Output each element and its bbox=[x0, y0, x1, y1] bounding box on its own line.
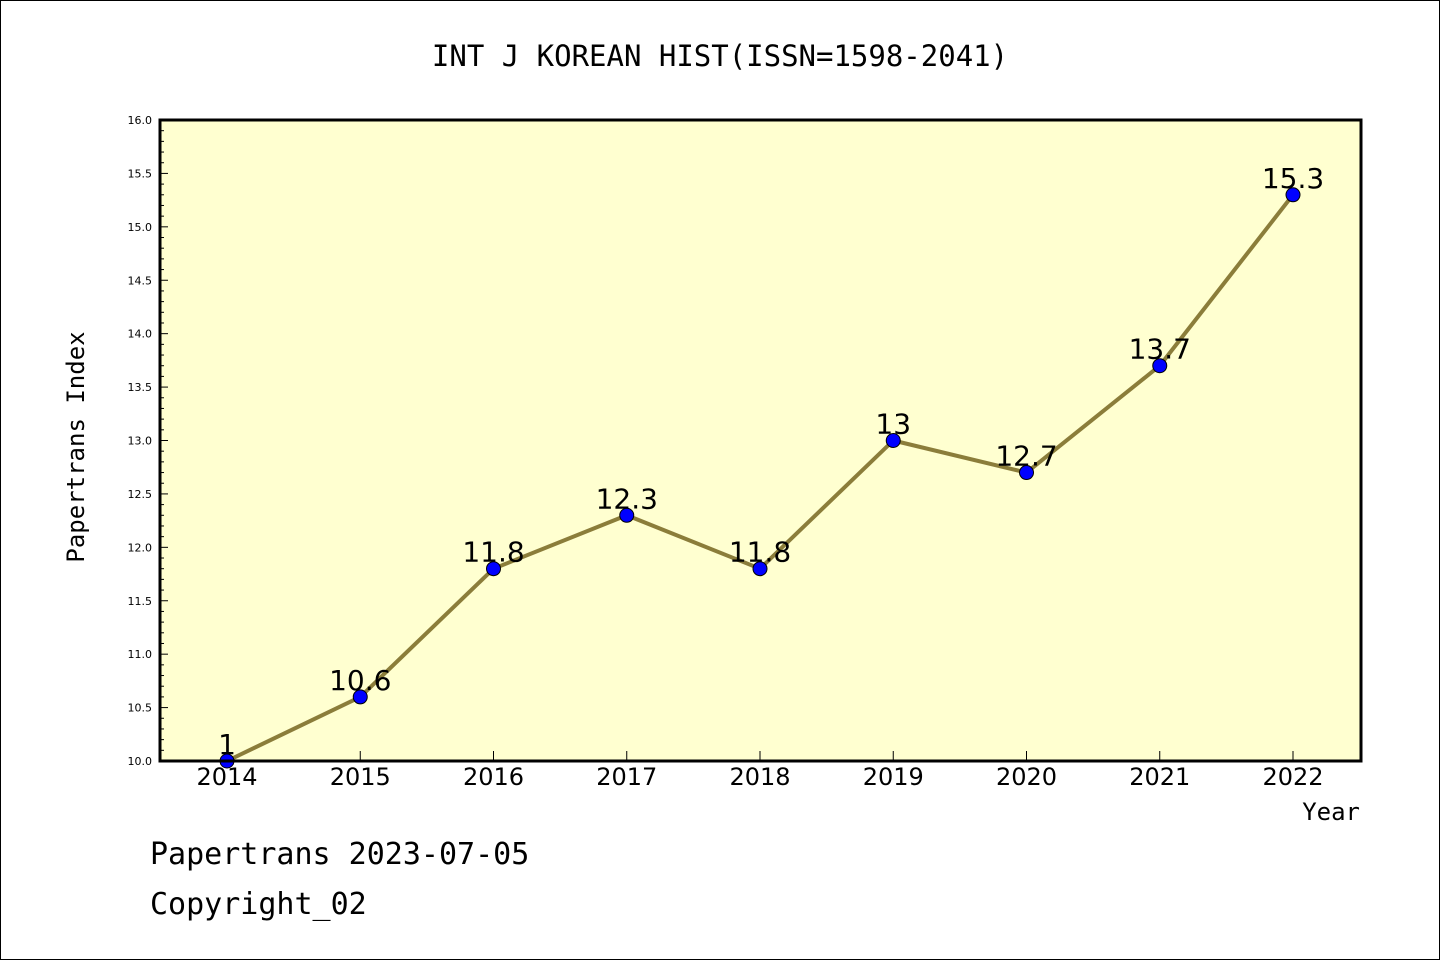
x-tick-label: 2018 bbox=[729, 763, 790, 791]
y-tick-label: 15.0 bbox=[128, 221, 153, 234]
y-tick-label: 15.5 bbox=[128, 167, 153, 180]
footer-copyright: Copyright_02 bbox=[150, 887, 367, 922]
data-label: 11.8 bbox=[462, 536, 524, 569]
y-tick-label: 14.5 bbox=[128, 274, 153, 287]
y-tick-label: 10.5 bbox=[128, 702, 153, 715]
data-point bbox=[1285, 187, 1301, 203]
y-tick-label: 10.0 bbox=[128, 755, 153, 768]
data-point bbox=[752, 561, 768, 577]
plot-area bbox=[160, 120, 1361, 761]
y-tick-label: 12.0 bbox=[128, 541, 153, 554]
series-markers bbox=[219, 187, 1301, 769]
data-point bbox=[885, 433, 901, 448]
data-label: 13.7 bbox=[1129, 333, 1191, 366]
data-point bbox=[619, 507, 635, 523]
data-label: 10.6 bbox=[329, 664, 391, 697]
x-tick-label: 2016 bbox=[463, 763, 524, 791]
x-tick-label: 2022 bbox=[1262, 763, 1323, 791]
y-axis-ticks: 10.0 10.5 11.0 11.5 12.0 12.5 13.0 13.5 14.0 14.5… bbox=[128, 114, 153, 768]
x-tick-label: 2015 bbox=[330, 763, 391, 791]
y-tick-label: 11.5 bbox=[128, 595, 153, 608]
x-axis-ticks: 2014 2015 2016 2017 2018 2019 2020 2021 2022 bbox=[196, 751, 1324, 791]
y-tick-label: 11.0 bbox=[128, 648, 153, 661]
y-axis-label: Papertrans Index bbox=[62, 331, 90, 562]
data-point bbox=[1019, 465, 1034, 481]
data-label: 15.3 bbox=[1262, 162, 1324, 195]
data-label: 13 bbox=[875, 408, 911, 441]
data-point bbox=[1152, 358, 1168, 374]
y-tick-label: 16.0 bbox=[128, 114, 153, 127]
y-tick-label: 13.5 bbox=[128, 381, 153, 394]
x-tick-label: 2017 bbox=[596, 763, 657, 791]
chart-title: INT J KOREAN HIST(ISSN=1598-2041) bbox=[432, 39, 1008, 73]
data-point bbox=[486, 561, 501, 577]
footer-date: Papertrans 2023-07-05 bbox=[150, 837, 529, 872]
y-tick-label: 13.0 bbox=[128, 435, 153, 448]
data-label: 12.7 bbox=[995, 440, 1057, 473]
x-axis-label: Year bbox=[1302, 798, 1360, 826]
plot-border bbox=[158, 118, 1363, 763]
y-tick-label: 14.0 bbox=[128, 328, 153, 341]
x-tick-label: 2019 bbox=[863, 763, 924, 791]
data-label: 1 bbox=[218, 728, 236, 761]
y-tick-label: 12.5 bbox=[128, 488, 153, 501]
x-tick-label: 2020 bbox=[996, 763, 1057, 791]
data-label: 11.8 bbox=[729, 536, 791, 569]
data-labels: 1 10.6 11.8 12.3 11.8 13 12.7 13.7 15.3 bbox=[218, 162, 1324, 761]
x-tick-label: 2021 bbox=[1129, 763, 1190, 791]
data-label: 12.3 bbox=[596, 482, 658, 515]
data-point bbox=[352, 689, 368, 705]
